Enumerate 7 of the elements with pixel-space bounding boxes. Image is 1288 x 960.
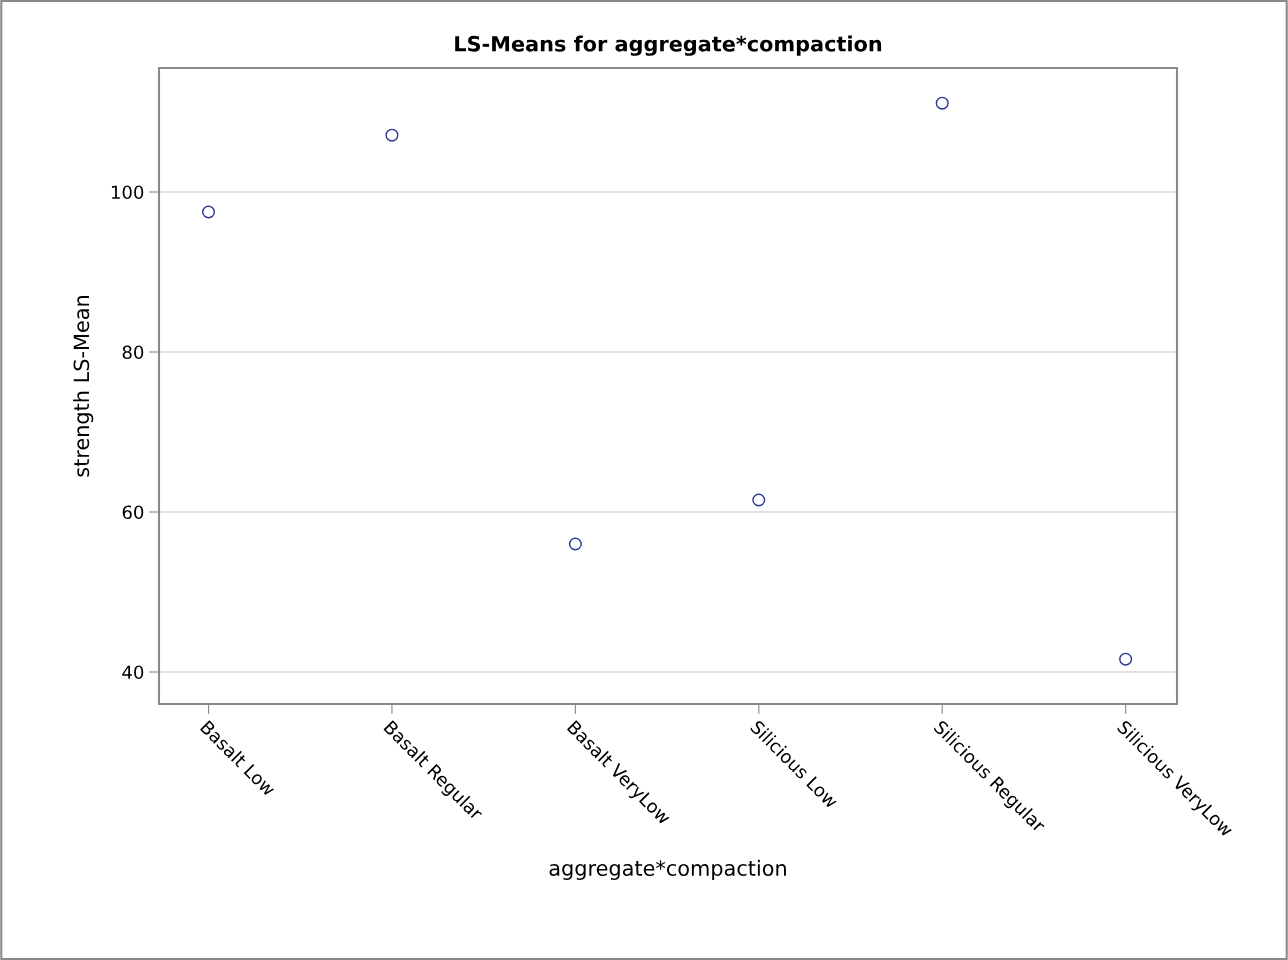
y-tick-label: 80 [122, 345, 144, 360]
chart-title: LS-Means for aggregate*compaction [455, 35, 882, 56]
y-axis-title: strength LS-Mean [73, 296, 94, 477]
y-tick-label: 40 [122, 665, 144, 680]
y-tick-label: 100 [111, 185, 144, 200]
x-axis-title: aggregate*compaction [549, 859, 786, 881]
y-tick-label: 60 [122, 505, 144, 520]
